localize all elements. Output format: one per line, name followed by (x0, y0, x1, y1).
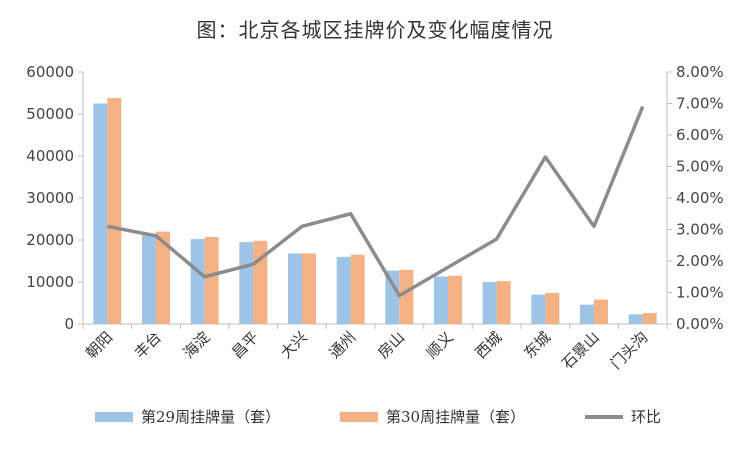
category-label: 东城 (520, 328, 554, 362)
category-label: 昌平 (228, 328, 262, 362)
y-left-tick-label: 60000 (26, 63, 74, 81)
y-left-tick-label: 0 (64, 315, 74, 333)
legend-label-series2: 第30周挂牌量（套） (386, 408, 526, 426)
bar-series2 (448, 275, 462, 324)
category-label: 朝阳 (82, 328, 116, 362)
bar-series2 (642, 313, 657, 324)
category-label: 大兴 (277, 328, 311, 362)
category-label: 通州 (326, 328, 360, 362)
bar-series1 (482, 282, 497, 324)
bar-series2 (107, 98, 122, 324)
y-right-tick-label: 3.00% (676, 221, 724, 239)
y-right-tick-label: 6.00% (676, 126, 724, 144)
bar-series1 (580, 304, 594, 324)
bar-series2 (156, 231, 170, 324)
legend-label-series1: 第29周挂牌量（套） (141, 408, 281, 426)
y-right-tick-label: 8.00% (676, 63, 724, 81)
y-left-tick-label: 50000 (26, 105, 74, 123)
bar-series1 (239, 242, 254, 324)
category-label: 房山 (374, 328, 408, 362)
category-label: 门头沟 (607, 328, 652, 373)
bar-series2 (302, 253, 316, 324)
legend-swatch-series2 (340, 411, 378, 422)
bar-series2 (350, 254, 365, 324)
y-right-tick-label: 4.00% (676, 189, 724, 207)
axes: 0 10000 20000 30000 40000 50000 60000 0.00% 1.00… (26, 63, 723, 333)
y-right-tick-label: 5.00% (676, 158, 724, 176)
bar-series1 (628, 314, 643, 324)
ratio-line (106, 105, 645, 298)
bar-series1 (288, 253, 302, 324)
y-right-tick-label: 2.00% (676, 252, 724, 270)
bar-series1 (531, 294, 546, 324)
bar-series2 (545, 292, 560, 324)
bar-series2 (496, 281, 511, 324)
bar-series1 (142, 233, 156, 324)
legend-label-line: 环比 (631, 408, 662, 426)
bar-series1 (385, 270, 400, 324)
y-left-tick-label: 10000 (26, 273, 74, 291)
ratio-line-path (106, 105, 645, 298)
legend-item-series2: 第30周挂牌量（套） (340, 406, 525, 427)
bar-series1 (93, 103, 108, 324)
bar-series2 (399, 269, 414, 324)
legend-item-line: 环比 (585, 406, 661, 427)
bar-series2 (594, 299, 608, 324)
bar-series1 (190, 239, 205, 324)
category-label: 顺义 (423, 328, 457, 362)
legend: 第29周挂牌量（套） 第30周挂牌量（套） 环比 (0, 406, 750, 436)
y-right-tick-label: 0.00% (676, 315, 724, 333)
bar-series1 (336, 256, 351, 324)
chart-title: 图：北京各城区挂牌价及变化幅度情况 (196, 18, 554, 42)
category-label: 海淀 (180, 328, 214, 362)
chart-svg: 0 10000 20000 30000 40000 50000 60000 0.00% 1.00… (26, 63, 723, 373)
legend-swatch-series1 (95, 411, 133, 422)
y-left-tick-label: 40000 (26, 147, 74, 165)
bar-series2 (204, 237, 219, 324)
bars (93, 98, 657, 324)
category-label: 石景山 (558, 328, 603, 373)
y-left-tick-label: 20000 (26, 231, 74, 249)
y-left-tick-label: 30000 (26, 189, 74, 207)
bar-series1 (434, 276, 448, 324)
legend-item-series1: 第29周挂牌量（套） (95, 406, 280, 427)
category-labels: 朝阳 丰台 海淀 昌平 大兴 通州 房山 顺义 西城 东城 石景山 门头沟 (82, 328, 651, 373)
legend-swatch-line (585, 414, 623, 419)
y-right-tick-label: 7.00% (676, 95, 724, 113)
category-label: 丰台 (131, 328, 165, 362)
category-label: 西城 (472, 328, 506, 362)
y-right-tick-label: 1.00% (676, 284, 724, 302)
